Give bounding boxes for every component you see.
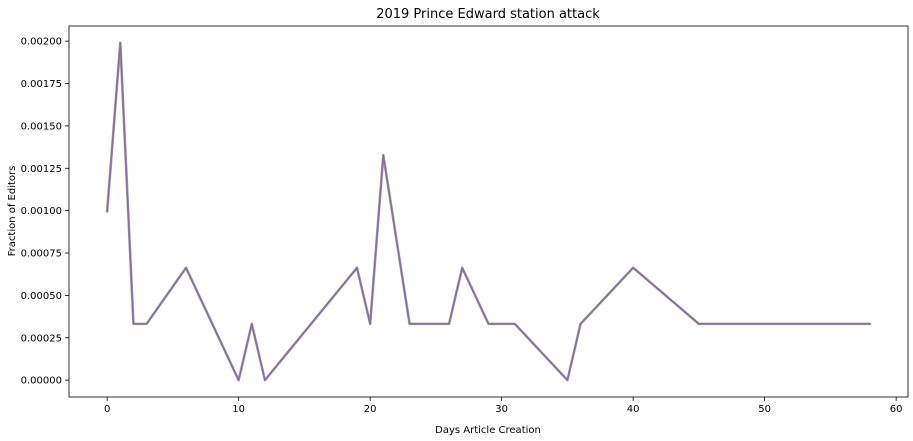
series-line: [106, 42, 871, 381]
x-axis-ticks: 0 10 20 30 40 50 60: [104, 397, 903, 415]
y-axis-label: Fraction of Editors: [7, 166, 18, 257]
y-tick-label: 0.00050: [21, 291, 62, 302]
series-line-shadow: [105, 41, 872, 382]
x-tick-label: 0: [104, 404, 110, 415]
y-tick-label: 0.00175: [21, 79, 62, 90]
x-tick-label: 60: [890, 404, 903, 415]
y-tick-label: 0.00125: [21, 164, 62, 175]
y-tick-label: 0.00200: [21, 37, 62, 48]
x-tick-label: 50: [758, 404, 771, 415]
y-tick-label: 0.00000: [21, 376, 62, 387]
x-tick-label: 10: [232, 404, 245, 415]
y-tick-label: 0.00025: [21, 333, 62, 344]
y-tick-label: 0.00100: [21, 206, 62, 217]
y-tick-label: 0.00075: [21, 249, 62, 260]
plot-area: 0 10 20 30 40 50 60 0.000000.000250.000500.000…: [21, 25, 909, 415]
series-layer: [105, 41, 872, 382]
x-tick-label: 40: [627, 404, 640, 415]
x-tick-label: 20: [364, 404, 377, 415]
y-axis-ticks: 0.00000 0.00025 0.00050 0.00075 0.00100 0.001…: [21, 37, 69, 387]
x-tick-label: 30: [495, 404, 508, 415]
y-tick-label: 0.00150: [21, 121, 62, 132]
chart-title: 2019 Prince Edward station attack: [376, 7, 600, 22]
plot-frame: [68, 25, 909, 398]
x-axis-label: Days Article Creation: [435, 425, 541, 436]
